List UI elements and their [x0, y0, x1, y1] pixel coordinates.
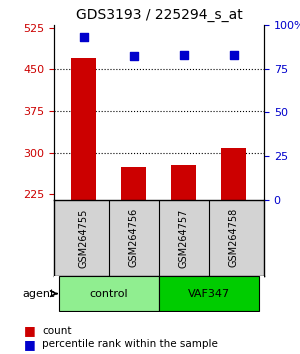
Text: ■: ■: [24, 338, 36, 350]
Point: [132, 53, 136, 59]
Text: GSM264756: GSM264756: [129, 208, 139, 268]
Text: count: count: [42, 326, 71, 336]
Bar: [122, 167, 146, 200]
FancyBboxPatch shape: [159, 276, 259, 311]
Text: VAF347: VAF347: [188, 289, 230, 298]
Text: ■: ■: [24, 325, 36, 337]
FancyBboxPatch shape: [59, 276, 159, 311]
Bar: [71, 58, 97, 200]
Bar: [172, 165, 197, 200]
Text: GSM264757: GSM264757: [179, 208, 189, 268]
Text: percentile rank within the sample: percentile rank within the sample: [42, 339, 218, 349]
Text: control: control: [90, 289, 128, 298]
Text: GSM264755: GSM264755: [79, 208, 89, 268]
Bar: [221, 148, 247, 200]
Point: [82, 34, 86, 40]
Text: GSM264758: GSM264758: [229, 208, 239, 268]
Title: GDS3193 / 225294_s_at: GDS3193 / 225294_s_at: [76, 8, 242, 22]
Point: [182, 52, 186, 57]
Point: [232, 52, 236, 57]
Text: agent: agent: [22, 289, 55, 298]
